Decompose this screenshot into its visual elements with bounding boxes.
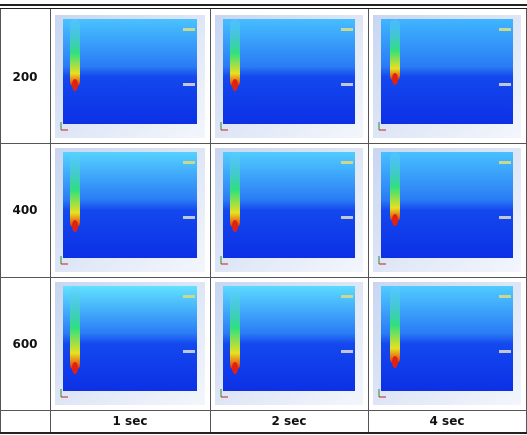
contour-plot <box>373 148 521 272</box>
contour-plot <box>55 282 205 405</box>
contour-plot <box>55 148 205 272</box>
row-label: 600 <box>12 336 38 351</box>
contour-plot <box>55 15 205 138</box>
contour-plot <box>215 148 363 272</box>
simulation-image <box>55 282 205 405</box>
contour-plot <box>215 282 363 405</box>
simulation-image <box>373 15 521 138</box>
top-rule <box>0 8 527 9</box>
contour-plot <box>373 15 521 138</box>
simulation-image <box>373 148 521 272</box>
contour-plot <box>373 282 521 405</box>
column-rule <box>50 9 51 432</box>
row-label: 200 <box>12 69 38 84</box>
row-label: 400 <box>12 203 38 217</box>
row-rule <box>0 277 527 278</box>
simulation-image <box>215 15 363 138</box>
simulation-image <box>373 282 521 405</box>
simulation-image <box>215 148 363 272</box>
column-header: 4 sec <box>429 414 465 428</box>
simulation-image <box>55 148 205 272</box>
bottom-rule <box>0 432 527 434</box>
column-rule <box>0 9 1 432</box>
simulation-image <box>215 282 363 405</box>
column-header: 1 sec <box>112 414 148 428</box>
column-header: 2 sec <box>271 414 307 428</box>
row-rule <box>0 410 527 411</box>
row-rule <box>0 143 527 144</box>
column-rule <box>368 9 369 432</box>
top-rule <box>0 4 527 6</box>
column-rule <box>210 9 211 432</box>
simulation-image <box>55 15 205 138</box>
contour-plot <box>215 15 363 138</box>
